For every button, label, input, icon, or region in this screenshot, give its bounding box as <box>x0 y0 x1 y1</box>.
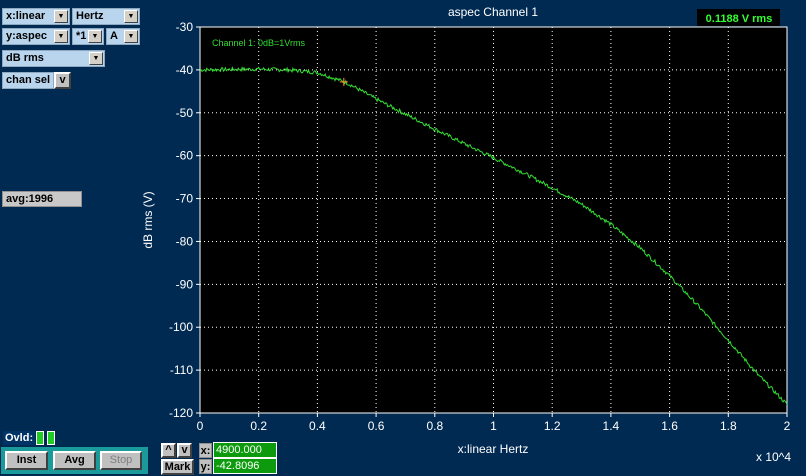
chan-sel-button[interactable]: v <box>54 72 71 89</box>
x-tick-label: 0.4 <box>309 419 326 433</box>
y-tick-label: -110 <box>170 363 193 377</box>
y-tick-label: -80 <box>176 234 194 248</box>
x-tick-label: 0.6 <box>368 419 385 433</box>
y-tick-label: -100 <box>169 320 193 334</box>
y-channel-value: A <box>110 30 118 42</box>
x-scale-value: x:linear <box>6 10 46 22</box>
x-tick-label: 1.2 <box>544 419 561 433</box>
chevron-down-icon: ▼ <box>54 30 68 43</box>
x-tick-label: 1.8 <box>720 419 737 433</box>
chart-annotation: Channel 1: 0dB=1Vrms <box>212 38 305 48</box>
y-tick-label: -30 <box>176 20 194 34</box>
x-readout-label: x: <box>199 443 212 458</box>
avg-count: avg:1996 <box>2 191 82 207</box>
y-tick-label: -50 <box>176 106 194 120</box>
rms-readout: 0.1188 V rms <box>706 13 773 25</box>
x-tick-label: 0.8 <box>426 419 443 433</box>
x-ticks: 0 0.2 0.4 0.6 0.8 1 1.2 1.4 1.6 1.8 2 <box>197 413 791 433</box>
stop-button[interactable]: Stop <box>100 451 142 470</box>
x-tick-label: 2 <box>784 419 791 433</box>
y-readout-value: -42.8096 <box>213 458 277 474</box>
y-tick-label: -60 <box>176 149 194 163</box>
chan-sel-text: chan sel <box>6 74 51 86</box>
ovld-indicator-1 <box>36 431 44 445</box>
y-mode-value: y:aspec <box>6 30 47 42</box>
y-mode-select[interactable]: y:aspec ▼ <box>2 28 70 45</box>
chevron-down-icon: ▼ <box>88 30 102 43</box>
y-axis-label: dB rms (V) <box>141 191 155 248</box>
x-multiplier: x 10^4 <box>756 450 791 464</box>
x-readout-value: 4900.000 <box>213 442 277 458</box>
chevron-down-icon: ▼ <box>89 52 103 65</box>
y-ticks: -30 -40 -50 -60 -70 -80 -90 -100 -110 -120 <box>169 20 200 420</box>
chevron-down-icon: ▼ <box>54 10 68 23</box>
y-tick-label: -70 <box>176 192 194 206</box>
y-unit-value: dB rms <box>6 52 44 64</box>
mark-button[interactable]: Mark <box>161 459 194 475</box>
x-unit-select[interactable]: Hertz ▼ <box>72 8 140 25</box>
readout-box <box>697 9 780 26</box>
y-unit-select[interactable]: dB rms ▼ <box>2 50 105 67</box>
x-scale-select[interactable]: x:linear ▼ <box>2 8 70 25</box>
avg-button[interactable]: Avg <box>53 451 96 470</box>
y-multiplier-value: *1 <box>76 30 87 42</box>
marker-down-button[interactable]: v <box>177 443 192 458</box>
x-axis-label: x:linear Hertz <box>458 442 529 456</box>
x-tick-label: 1.4 <box>603 419 620 433</box>
x-tick-label: 0.2 <box>250 419 267 433</box>
series-line <box>199 65 788 405</box>
marker-up-button[interactable]: ^ <box>161 443 176 458</box>
x-tick-label: 0 <box>197 419 204 433</box>
y-tick-label: -120 <box>169 406 193 420</box>
chan-sel-label: chan sel <box>2 72 54 89</box>
marker-cursor <box>339 77 348 86</box>
y-multiplier-select[interactable]: *1 ▼ <box>72 28 104 45</box>
y-tick-label: -40 <box>176 63 194 77</box>
x-unit-value: Hertz <box>76 10 104 22</box>
inst-button[interactable]: Inst <box>5 451 48 470</box>
y-tick-label: -90 <box>176 277 194 291</box>
chevron-down-icon: ▼ <box>124 10 138 23</box>
chart-title: aspec Channel 1 <box>448 5 538 19</box>
x-tick-label: 1 <box>490 419 497 433</box>
ovld-label: Ovld: <box>3 431 36 445</box>
y-readout-label: y: <box>199 459 212 474</box>
ovld-indicator-2 <box>47 431 55 445</box>
y-channel-select[interactable]: A ▼ <box>106 28 140 45</box>
x-tick-label: 1.6 <box>661 419 678 433</box>
grid <box>200 27 787 413</box>
chevron-down-icon: ▼ <box>124 30 138 43</box>
